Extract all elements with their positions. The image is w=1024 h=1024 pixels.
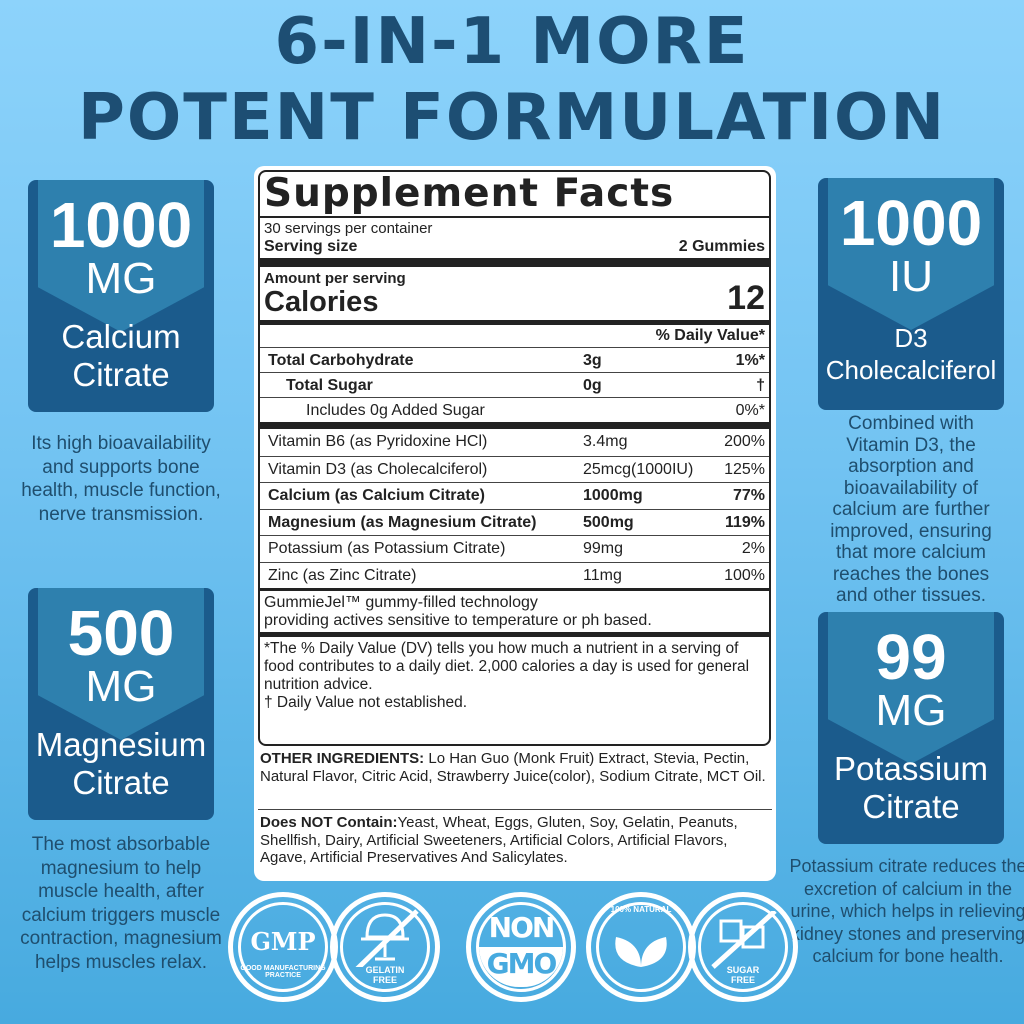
other-ingredients: OTHER INGREDIENTS: Lo Han Guo (Monk Frui… (260, 750, 766, 785)
nutrient-name: Total Carbohydrate (268, 352, 414, 369)
nutrient-name: Potassium (as Potassium Citrate) (268, 540, 506, 557)
badge-name: D3 Cholecalciferol (825, 323, 997, 385)
nutrient-row: Magnesium (as Magnesium Citrate) 500mg 119… (260, 508, 769, 536)
nutrient-dv: 77% (732, 487, 765, 504)
nutrient-amount: 11mg (583, 566, 622, 584)
nutrient-name: Total Sugar (286, 377, 373, 394)
nutrient-dv: 200% (724, 433, 765, 450)
potassium-description: Potassium citrate reduces the excretion … (789, 856, 1024, 966)
badge-unit: IU (889, 252, 933, 301)
nutrient-name: Includes 0g Added Sugar (306, 402, 485, 419)
nutrient-dv: † (756, 377, 765, 394)
nutrient-dv: 119% (724, 513, 765, 531)
nutrient-amount: 25mcg(1000IU) (583, 460, 694, 478)
calcium-badge: 1000 MG Calcium Citrate (28, 180, 214, 412)
nutrient-name: Calcium (as Calcium Citrate) (268, 487, 485, 504)
nutrient-amount: 1000mg (583, 487, 643, 504)
calcium-description: Its high bioavailability and supports bo… (21, 433, 221, 525)
nutrient-name: Vitamin D3 (as Cholecalciferol) (268, 460, 488, 478)
badge-name: Calcium Citrate (61, 318, 181, 393)
badge-unit: MG (85, 254, 157, 303)
nutrient-dv: 100% (724, 566, 765, 584)
amount-per-serving: Amount per serving (264, 270, 406, 287)
d3-badge: 1000 IU D3 Cholecalciferol (818, 178, 1004, 410)
nutrient-row: Zinc (as Zinc Citrate) 11mg 100% (260, 561, 769, 589)
headline-line2: POTENT FORMULATION (77, 81, 947, 155)
headline-line1: 6-IN-1 MORE (274, 5, 750, 79)
serving-size-row: Serving size 2 Gummies (264, 238, 765, 255)
badge-name: Potassium Citrate (833, 750, 989, 825)
supplement-facts-card: Supplement Facts 30 servings per contain… (254, 166, 776, 881)
badge-amount: 1000 (49, 189, 193, 261)
badge-unit: MG (85, 662, 157, 711)
natural-leaf-icon: 100% NATURAL (586, 892, 696, 1002)
sugar-free-icon: SUGAR FREE (688, 892, 798, 1002)
nutrient-row: Vitamin D3 (as Cholecalciferol) 25mcg(100… (260, 455, 769, 483)
nutrient-row: Total Carbohydrate 3g 1%* (260, 347, 769, 372)
gelatin-free-icon: GELATIN FREE (330, 892, 440, 1002)
nutrient-row: Total Sugar 0g † (260, 372, 769, 397)
nutrient-amount: 3g (583, 352, 602, 369)
badge-amount: 99 (875, 621, 947, 693)
dv-footnote: *The % Daily Value (DV) tells you how mu… (264, 640, 750, 693)
gmp-seal-icon: GMP GOOD MANUFACTURING PRACTICE (228, 892, 338, 1002)
badge-amount: 1000 (839, 187, 983, 259)
nutrient-name: Vitamin B6 (as Pyridoxine HCl) (268, 433, 488, 450)
nutrient-row: Calcium (as Calcium Citrate) 1000mg 77% (260, 482, 769, 509)
nutrient-row: Potassium (as Potassium Citrate) 99mg 2% (260, 535, 769, 562)
magnesium-description: The most absorbable magnesium to help mu… (20, 834, 222, 973)
nutrient-name: Zinc (as Zinc Citrate) (268, 566, 417, 584)
nutrient-name: Magnesium (as Magnesium Citrate) (268, 513, 537, 531)
nutrient-dv: 2% (741, 540, 765, 557)
servings: 30 servings per container (264, 220, 433, 237)
facts-title: Supplement Facts (264, 171, 675, 216)
badge-amount: 500 (67, 597, 175, 669)
nutrient-dv: 0%* (735, 402, 765, 419)
magnesium-badge: 500 MG Magnesium Citrate (28, 588, 214, 820)
nutrient-dv: 125% (724, 460, 765, 478)
nutrient-dv: 1%* (735, 352, 765, 369)
does-not-contain: Does NOT Contain:Yeast, Wheat, Eggs, Glu… (260, 814, 738, 866)
nutrient-amount: 500mg (583, 513, 634, 531)
nutrient-row: Vitamin B6 (as Pyridoxine HCl) 3.4mg 200% (260, 429, 769, 456)
potassium-badge: 99 MG Potassium Citrate (818, 612, 1004, 844)
dagger-note: † Daily Value not established. (264, 694, 468, 711)
calories-row: Calories 12 (264, 279, 765, 318)
badge-name: Magnesium Citrate (35, 726, 207, 801)
dv-header: % Daily Value* (655, 327, 765, 344)
non-gmo-icon: NON GMO (466, 892, 576, 1002)
supplement-facts-label: Supplement Facts 30 servings per contain… (258, 170, 771, 746)
nutrient-row: Includes 0g Added Sugar 0%* (260, 397, 769, 422)
badge-unit: MG (875, 686, 947, 735)
nutrient-amount: 99mg (583, 540, 624, 557)
nutrient-amount: 0g (583, 377, 602, 394)
nutrient-amount: 3.4mg (583, 433, 628, 450)
d3-description: Combined with Vitamin D3, the absorption… (830, 413, 992, 606)
tech-note: GummieJel™ gummy-filled technology provid… (264, 594, 652, 629)
